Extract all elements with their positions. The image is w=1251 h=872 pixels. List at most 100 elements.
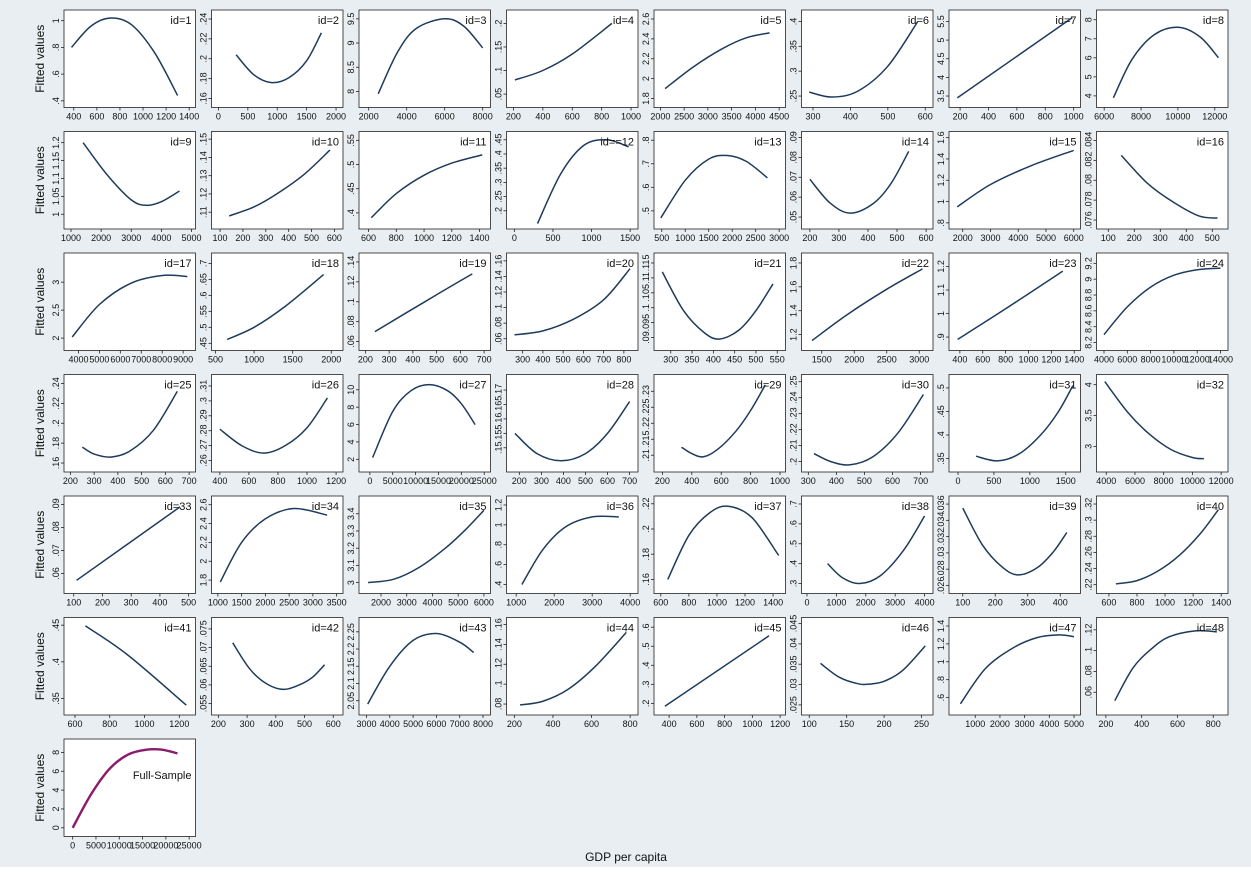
panel-label: id=30 [902,380,929,392]
y-tick-label: .18 [641,548,651,561]
y-tick-label: .045 [789,615,799,633]
x-tick-label: 600 [361,233,376,243]
panel-label: id=33 [164,501,191,513]
panel-label: id=22 [902,258,929,270]
x-tick-label: 2500 [877,355,897,365]
x-tick-label: 100 [802,719,817,729]
y-tick-label: .5 [936,384,946,392]
fitted-curve [975,385,1074,462]
y-tick-label: .5 [789,540,799,548]
panel-48: .06 .08 .1 .12 200 400 600 800 id=48 [1084,617,1229,729]
x-tick-label: 2000 [91,233,111,243]
y-tick-label: .2 [641,525,651,533]
fitted-curve [956,149,1074,208]
x-tick-label: 3000 [885,598,905,608]
y-tick-label: .3 [199,397,209,405]
x-tick-label: 600 [689,719,704,729]
y-tick-label: .12 [494,658,504,671]
y-tick-label: .08 [51,521,61,534]
x-tick-label: 12000 [1209,476,1234,486]
y-tick-label: .18 [51,437,61,450]
y-tick-label: 1.4 [936,153,946,166]
x-tick-label: 1500 [699,233,719,243]
panel-45: .2 .3 .4 .5 .6 400 600 800 1000 1200 id=45 [641,617,790,729]
y-tick-label: 3 [1084,444,1094,449]
fitted-curve [71,274,188,338]
panel-22: 1.2 1.4 1.6 1.8 1500 2000 2500 3000 id=22 [789,252,934,365]
x-tick-label: 1200 [156,112,176,122]
y-tick-label: 9.5 [346,13,356,26]
x-tick-label: 800 [681,598,696,608]
y-tick-label: .9 [936,333,946,341]
y-tick-label: .4 [346,209,356,217]
y-tick-label: .03 [789,678,799,691]
panel-36: .4 .6 .8 1 1.2 1000 2000 3000 4000 id=36 [494,495,640,608]
y-tick-label: .4 [641,662,651,670]
y-tick-label: 0 [51,825,61,830]
y-axis-title: Fitted values [33,389,47,457]
x-tick-label: 700 [913,476,928,486]
y-tick-label: .26 [199,454,209,467]
y-tick-label: 1.2 [936,260,946,273]
panel-label: id=5 [760,15,781,27]
plot-area [358,495,491,594]
x-tick-label: 1200 [735,598,755,608]
x-tick-label: 4000 [397,112,417,122]
panel-42: .055 .06 .065 .07 .075 200 300 400 500 600 id=42 [199,617,344,729]
x-tick-label: 5000 [86,841,106,851]
panel-label: id=44 [607,623,634,635]
plot-area [506,374,639,473]
y-tick-label: .21 [641,449,651,462]
y-tick-label: .23 [789,407,799,420]
y-tick-label: 9 [346,41,356,46]
x-tick-label: 700 [622,476,637,486]
y-tick-label: .06 [494,332,504,345]
y-tick-label: .25 [494,190,504,203]
panel-label: Full-Sample [133,770,192,782]
x-tick-label: 8000 [1141,355,1161,365]
panel-2: .16 .18 .2 .22 .24 0 500 1000 1500 2000 id=2 [199,9,346,122]
x-tick-label: 400 [1134,719,1149,729]
y-tick-label: .3 [641,681,651,689]
plot-area [653,374,786,473]
x-tick-label: 500 [304,233,319,243]
x-tick-label: 600 [600,476,615,486]
panel-4: .05 .1 .15 .2 200 400 600 800 1000 id=4 [494,9,641,122]
panel-16: .076 .078 .08 .082 .084 100 200 300 400 500 id=16 [1084,131,1229,243]
x-tick-label: 1000 [1020,476,1040,486]
y-tick-label: 4 [51,788,61,793]
panel-30: .2 .21 .22 .23 .24 .25 300 400 500 600 700 id=30 [789,374,934,486]
x-tick-label: 800 [102,719,117,729]
x-tick-label: 3000 [769,233,789,243]
x-tick-label: 1500 [297,112,317,122]
y-tick-label: 1.4 [789,304,799,317]
x-tick-label: 100 [66,598,81,608]
y-tick-label: 8 [1084,17,1094,22]
plot-area [1096,617,1229,716]
y-tick-label: .1 [1084,647,1094,655]
y-tick-label: .032 [936,528,946,546]
x-tick-label: 1400 [470,233,490,243]
panel-label: id=7 [1055,15,1076,27]
x-tick-label: 1000 [621,112,641,122]
fitted-curve [536,138,629,224]
y-tick-label: .12 [494,286,504,299]
x-tick-label: 1000 [133,112,153,122]
x-tick-label: 400 [212,476,227,486]
y-tick-label: .165 [494,396,504,414]
plot-area [506,131,639,230]
y-tick-label: .15 [199,133,209,146]
y-tick-label: .15 [494,41,504,54]
x-tick-label: 4000 [380,719,400,729]
y-tick-label: .5 [199,324,209,332]
plot-area [506,252,639,351]
y-tick-label: .21 [789,439,799,452]
x-tick-label: 3000 [1015,719,1035,729]
x-tick-label: 1000 [414,233,434,243]
x-tick-label: 2000 [844,355,864,365]
x-tick-label: 400 [706,355,721,365]
fitted-curve [514,22,613,81]
y-tick-label: .45 [494,134,504,147]
x-tick-label: 200 [655,476,670,486]
